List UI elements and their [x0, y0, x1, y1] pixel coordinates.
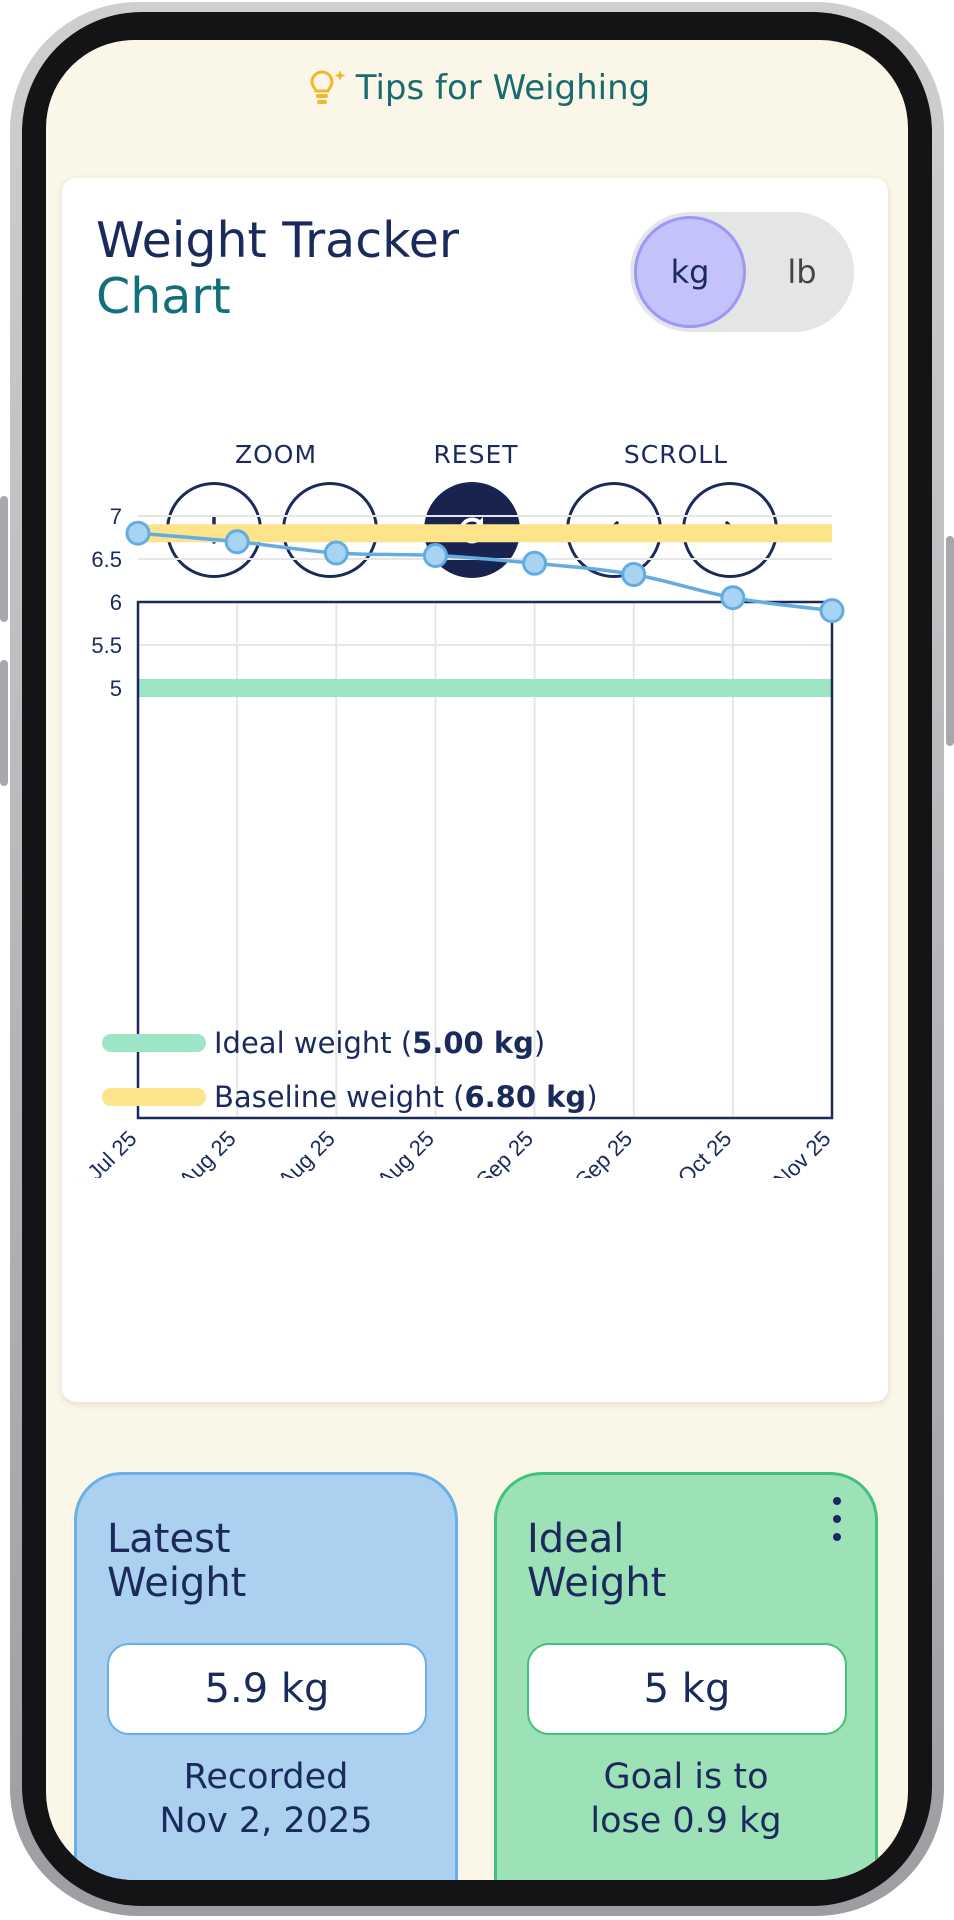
legend-baseline-prefix: Baseline weight (	[214, 1080, 465, 1114]
reset-label: RESET	[433, 440, 519, 469]
weight-line-chart: 7 6.5 6 5.5 5 19 Jul 25 2 Aug 25 16 Aug 25 30 Au…	[62, 504, 845, 1178]
data-point	[720, 585, 746, 611]
data-point	[621, 561, 647, 587]
x-tick-label: 25 Oct 25	[651, 1126, 736, 1178]
latest-title-line2: Weight	[107, 1560, 247, 1606]
legend-baseline-value: 6.80 kg	[464, 1080, 587, 1114]
phone-volume-down-button	[0, 660, 8, 786]
unit-kg-option[interactable]: kg	[634, 216, 746, 328]
y-tick-label: 5	[110, 676, 122, 701]
ideal-weight-subtext: Goal is to lose 0.9 kg	[497, 1755, 875, 1843]
x-tick-label: 19 Jul 25	[62, 1126, 142, 1178]
ideal-weight-card[interactable]: Ideal Weight 5 kg Goal is to lose 0.9 kg	[494, 1472, 878, 1880]
legend-ideal: Ideal weight (5.00 kg)	[102, 1026, 545, 1060]
card-title-line2: Chart	[96, 268, 231, 325]
data-point	[224, 529, 250, 555]
legend-ideal-prefix: Ideal weight (	[214, 1026, 413, 1060]
phone-power-button	[946, 536, 954, 746]
more-options-icon[interactable]	[827, 1497, 847, 1541]
ideal-title-line2: Weight	[527, 1560, 667, 1606]
data-point	[323, 540, 349, 566]
y-tick-label: 6	[110, 590, 122, 615]
unit-toggle[interactable]: kg lb	[630, 212, 854, 332]
scroll-label: SCROLL	[623, 440, 729, 469]
latest-weight-value: 5.9 kg	[107, 1643, 427, 1735]
latest-weight-title: Latest Weight	[107, 1517, 246, 1605]
ideal-sub-line1: Goal is to	[603, 1757, 769, 1797]
app-screen: Tips for Weighing Weight Tracker Chart k…	[46, 40, 908, 1880]
legend-ideal-suffix: )	[533, 1026, 546, 1060]
legend-baseline-swatch	[102, 1088, 206, 1106]
plot-border	[136, 600, 834, 1120]
y-tick-label: 5.5	[91, 633, 122, 658]
latest-sub-line2: Nov 2, 2025	[159, 1801, 373, 1841]
y-tick-label: 7	[110, 504, 122, 529]
tips-label: Tips for Weighing	[355, 68, 651, 108]
card-title-line1: Weight Tracker	[96, 212, 460, 269]
legend-ideal-value: 5.00 kg	[412, 1026, 534, 1060]
x-tick-label: 13 Sep 25	[449, 1126, 538, 1178]
x-tick-label: 16 Aug 25	[252, 1126, 340, 1178]
latest-weight-subtext: Recorded Nov 2, 2025	[77, 1755, 455, 1843]
x-tick-label: 2 Aug 25	[162, 1126, 241, 1178]
data-point	[819, 598, 845, 624]
ideal-weight-title: Ideal Weight	[527, 1517, 666, 1605]
unit-lb-option[interactable]: lb	[787, 253, 817, 291]
zoom-label: ZOOM	[234, 440, 318, 469]
latest-weight-card[interactable]: Latest Weight 5.9 kg Recorded Nov 2, 202…	[74, 1472, 458, 1880]
latest-sub-line1: Recorded	[183, 1757, 349, 1797]
ideal-weight-value: 5 kg	[527, 1643, 847, 1735]
legend-baseline-suffix: )	[586, 1080, 598, 1114]
legend-ideal-swatch	[102, 1034, 206, 1052]
lightbulb-icon	[310, 70, 346, 104]
legend-baseline: Baseline weight (6.80 kg)	[102, 1080, 598, 1114]
weight-chart-card: Weight Tracker Chart kg lb ZOOM RESET SC…	[62, 178, 888, 1402]
phone-volume-up-button	[0, 496, 8, 622]
data-point	[125, 520, 151, 546]
tips-link[interactable]: Tips for Weighing	[46, 66, 908, 110]
x-tick-label: 2 Nov 25	[756, 1126, 836, 1178]
data-point	[422, 543, 448, 569]
y-tick-label: 6.5	[91, 547, 122, 572]
data-point	[522, 550, 548, 576]
x-tick-label: 30 Aug 25	[351, 1126, 439, 1178]
ideal-sub-line2: lose 0.9 kg	[590, 1801, 782, 1841]
latest-title-line1: Latest	[107, 1516, 231, 1562]
ideal-title-line1: Ideal	[527, 1516, 625, 1562]
x-tick-label: 27 Sep 25	[549, 1126, 638, 1178]
